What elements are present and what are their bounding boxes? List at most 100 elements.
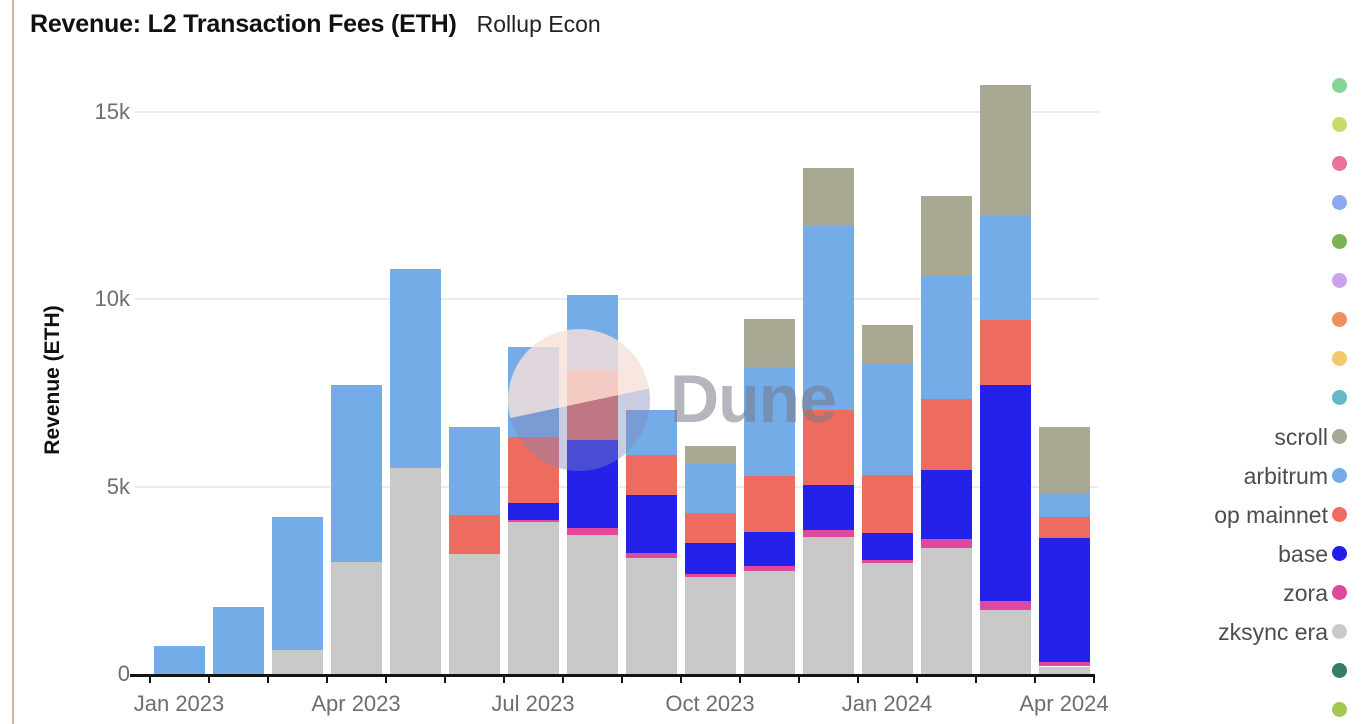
legend-item-op-mainnet[interactable]: op mainnet — [1140, 502, 1350, 528]
x-tick-mark — [1092, 677, 1095, 683]
bar-segment-arbitrum-May-2023[interactable] — [389, 269, 441, 468]
bar-segment-scroll-Jan-2024[interactable] — [861, 325, 913, 363]
legend-item[interactable] — [1140, 151, 1350, 177]
bar-segment-base-Feb-2024[interactable] — [920, 470, 972, 540]
legend-dot — [1332, 429, 1347, 444]
bar-segment-scroll-Oct-2023[interactable] — [684, 446, 736, 464]
bar-segment-base-Jul-2023[interactable] — [507, 503, 559, 520]
x-tick-mark — [1033, 677, 1036, 683]
bar-segment-zora-Oct-2023[interactable] — [684, 573, 736, 577]
x-tick-mark — [620, 677, 623, 683]
legend-item-zora[interactable]: zora — [1140, 580, 1350, 606]
bar-segment-arbitrum-Apr-2023[interactable] — [330, 385, 382, 562]
bar-segment-arbitrum-Oct-2023[interactable] — [684, 464, 736, 513]
bar-segment-base-Nov-2023[interactable] — [743, 532, 795, 567]
bar-segment-op-mainnet-Mar-2024[interactable] — [979, 319, 1031, 386]
bar-segment-op-mainnet-Jan-2024[interactable] — [861, 475, 913, 534]
bar-segment-arbitrum-Dec-2023[interactable] — [802, 225, 854, 410]
bar-segment-zksync-era-Oct-2023[interactable] — [684, 576, 736, 674]
bar-segment-zora-Sep-2023[interactable] — [625, 552, 677, 558]
bar-segment-op-mainnet-Apr-2024[interactable] — [1038, 517, 1090, 538]
legend-item[interactable] — [1140, 268, 1350, 294]
legend-item[interactable] — [1140, 190, 1350, 216]
legend-item[interactable] — [1140, 307, 1350, 333]
legend-dot — [1332, 117, 1347, 132]
legend-dot — [1332, 663, 1347, 678]
bar-segment-zora-Nov-2023[interactable] — [743, 566, 795, 571]
bar-segment-arbitrum-Feb-2023[interactable] — [212, 606, 264, 674]
bar-segment-arbitrum-Mar-2023[interactable] — [271, 516, 323, 650]
bar-segment-zksync-era-Apr-2023[interactable] — [330, 561, 382, 674]
x-tick-mark — [856, 677, 859, 683]
legend-item-zksync-era[interactable]: zksync era — [1140, 619, 1350, 645]
bar-segment-zksync-era-Jun-2023[interactable] — [448, 554, 500, 674]
bar-segment-arbitrum-Jun-2023[interactable] — [448, 426, 500, 515]
bar-segment-zksync-era-Apr-2024[interactable] — [1038, 666, 1090, 674]
x-tick-label: Jan 2024 — [841, 691, 933, 716]
bar-segment-zora-Jul-2023[interactable] — [507, 519, 559, 523]
bar-segment-base-Sep-2023[interactable] — [625, 494, 677, 553]
bar-segment-arbitrum-Apr-2024[interactable] — [1038, 492, 1090, 518]
bar-segment-scroll-Mar-2024[interactable] — [979, 85, 1031, 215]
legend-dot — [1332, 195, 1347, 210]
legend-dot — [1332, 390, 1347, 405]
bar-segment-zksync-era-Mar-2024[interactable] — [979, 610, 1031, 675]
bar-segment-scroll-Feb-2024[interactable] — [920, 196, 972, 276]
bar-segment-op-mainnet-Nov-2023[interactable] — [743, 476, 795, 533]
legend-item[interactable] — [1140, 385, 1350, 411]
chart-header: Revenue: L2 Transaction Fees (ETH) Rollu… — [30, 10, 601, 39]
legend-item[interactable] — [1140, 73, 1350, 99]
bar-segment-zksync-era-Aug-2023[interactable] — [566, 535, 618, 675]
bar-segment-zora-Apr-2024[interactable] — [1038, 661, 1090, 667]
bar-segment-zksync-era-Jan-2024[interactable] — [861, 563, 913, 674]
bar-segment-zksync-era-Sep-2023[interactable] — [625, 557, 677, 675]
y-tick-label: 0 — [117, 661, 130, 686]
legend-item[interactable] — [1140, 229, 1350, 255]
legend-dot — [1332, 234, 1347, 249]
widget-left-accent-border — [12, 0, 14, 724]
bar-segment-zora-Jan-2024[interactable] — [861, 560, 913, 564]
x-tick-mark — [915, 677, 918, 683]
bar-segment-op-mainnet-Sep-2023[interactable] — [625, 455, 677, 495]
bar-segment-zksync-era-Feb-2024[interactable] — [920, 548, 972, 674]
legend-item[interactable] — [1140, 658, 1350, 684]
bar-segment-op-mainnet-Oct-2023[interactable] — [684, 512, 736, 543]
legend-item[interactable] — [1140, 112, 1350, 138]
bar-segment-op-mainnet-Jun-2023[interactable] — [448, 514, 500, 554]
x-tick-label: Oct 2023 — [665, 691, 755, 716]
bar-segment-op-mainnet-Dec-2023[interactable] — [802, 409, 854, 485]
bar-segment-arbitrum-Jan-2023[interactable] — [153, 645, 205, 674]
bar-segment-zksync-era-Dec-2023[interactable] — [802, 537, 854, 674]
bar-segment-arbitrum-Nov-2023[interactable] — [743, 367, 795, 477]
bar-segment-base-Mar-2024[interactable] — [979, 385, 1031, 601]
bar-segment-zora-Dec-2023[interactable] — [802, 529, 854, 538]
bar-segment-base-Jan-2024[interactable] — [861, 533, 913, 561]
bar-segment-zora-Mar-2024[interactable] — [979, 600, 1031, 611]
legend-item-base[interactable]: base — [1140, 541, 1350, 567]
legend-dot — [1332, 273, 1347, 288]
legend-item[interactable] — [1140, 697, 1350, 723]
bar-segment-op-mainnet-Feb-2024[interactable] — [920, 398, 972, 471]
bar-segment-zora-Aug-2023[interactable] — [566, 527, 618, 536]
bar-segment-zksync-era-Nov-2023[interactable] — [743, 570, 795, 674]
bar-segment-arbitrum-Feb-2024[interactable] — [920, 275, 972, 399]
x-tick-mark — [679, 677, 682, 683]
bar-segment-zksync-era-May-2023[interactable] — [389, 467, 441, 675]
bar-segment-scroll-Nov-2023[interactable] — [743, 318, 795, 368]
bar-segment-base-Apr-2024[interactable] — [1038, 537, 1090, 662]
bar-segment-arbitrum-Mar-2024[interactable] — [979, 214, 1031, 320]
bar-segment-zora-Feb-2024[interactable] — [920, 539, 972, 549]
legend-item-arbitrum[interactable]: arbitrum — [1140, 463, 1350, 489]
bar-segment-scroll-Apr-2024[interactable] — [1038, 427, 1090, 493]
x-tick-mark — [207, 677, 210, 683]
bar-segment-zksync-era-Jul-2023[interactable] — [507, 522, 559, 674]
bar-segment-base-Dec-2023[interactable] — [802, 484, 854, 530]
legend-item[interactable] — [1140, 346, 1350, 372]
legend-item-scroll[interactable]: scroll — [1140, 424, 1350, 450]
bar-segment-arbitrum-Jan-2024[interactable] — [861, 362, 913, 476]
x-tick-mark — [325, 677, 328, 683]
bar-segment-scroll-Dec-2023[interactable] — [802, 167, 854, 226]
bar-segment-zksync-era-Mar-2023[interactable] — [271, 649, 323, 674]
bar-segment-base-Oct-2023[interactable] — [684, 542, 736, 574]
